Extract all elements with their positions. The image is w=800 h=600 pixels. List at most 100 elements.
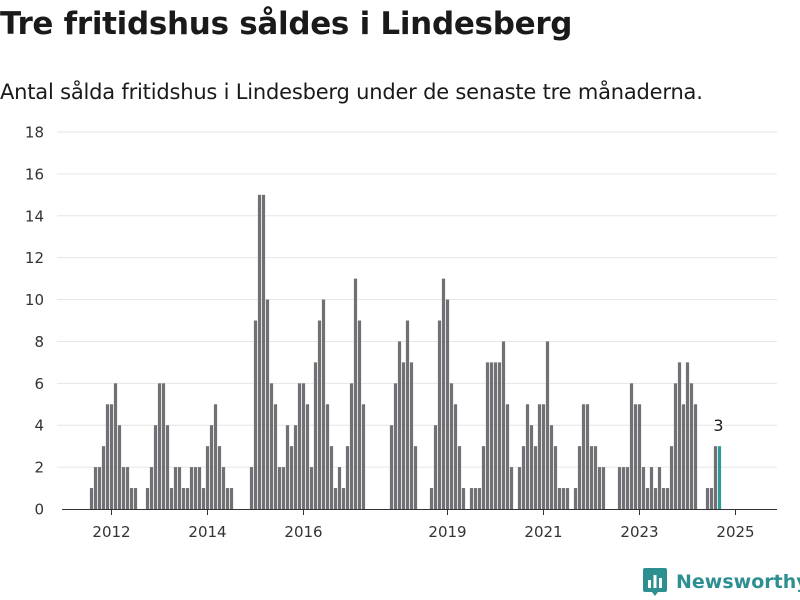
newsworthy-logo-icon bbox=[643, 568, 667, 596]
bar bbox=[101, 446, 106, 509]
bar bbox=[597, 467, 602, 509]
bar bbox=[561, 488, 566, 509]
bar bbox=[133, 488, 138, 509]
bar bbox=[345, 446, 350, 509]
brand-name: Newsworthy bbox=[676, 571, 800, 593]
bar bbox=[145, 488, 150, 509]
bar bbox=[709, 488, 714, 509]
bar bbox=[325, 404, 330, 509]
bar bbox=[645, 488, 650, 509]
bar bbox=[669, 446, 674, 509]
bar bbox=[649, 467, 654, 509]
y-tick-label: 0 bbox=[34, 501, 44, 519]
bar bbox=[713, 446, 718, 509]
x-tick-label: 2016 bbox=[284, 523, 322, 541]
bar bbox=[641, 467, 646, 509]
data-labels: 3 bbox=[713, 416, 723, 435]
bar bbox=[621, 467, 626, 509]
bar bbox=[529, 425, 534, 509]
bar-latest bbox=[717, 446, 722, 509]
y-tick-label: 14 bbox=[25, 207, 44, 225]
bar bbox=[521, 446, 526, 509]
bar bbox=[217, 446, 222, 509]
x-tick-label: 2014 bbox=[188, 523, 226, 541]
bar bbox=[221, 467, 226, 509]
bar bbox=[153, 425, 158, 509]
bar bbox=[445, 299, 450, 509]
axes: 0 2 4 6 8 10 12 14 16 18 2012 2014 2016 2019 2021 2023 2… bbox=[25, 124, 777, 541]
bar bbox=[401, 362, 406, 509]
bar bbox=[533, 446, 538, 509]
y-tick-label: 16 bbox=[25, 165, 44, 183]
bar bbox=[509, 467, 514, 509]
bar bbox=[161, 383, 166, 509]
bar bbox=[525, 404, 530, 509]
x-tick-label: 2025 bbox=[716, 523, 754, 541]
bar bbox=[205, 446, 210, 509]
bar bbox=[505, 404, 510, 509]
bar bbox=[409, 362, 414, 509]
bar bbox=[357, 320, 362, 509]
bar bbox=[93, 467, 98, 509]
bar bbox=[673, 383, 678, 509]
bar bbox=[481, 446, 486, 509]
bar bbox=[501, 341, 506, 509]
bar bbox=[321, 299, 326, 509]
bar bbox=[637, 404, 642, 509]
y-tick-label: 4 bbox=[34, 417, 44, 435]
bar bbox=[601, 467, 606, 509]
bar bbox=[397, 341, 402, 509]
bar bbox=[589, 446, 594, 509]
bar bbox=[213, 404, 218, 509]
bar bbox=[681, 404, 686, 509]
bar bbox=[437, 320, 442, 509]
brand: Newsworthy bbox=[643, 568, 800, 596]
bar bbox=[633, 404, 638, 509]
bar bbox=[193, 467, 198, 509]
bar bbox=[457, 446, 462, 509]
bar bbox=[393, 383, 398, 509]
bar bbox=[413, 446, 418, 509]
bar bbox=[657, 467, 662, 509]
bar bbox=[541, 404, 546, 509]
bar bbox=[113, 383, 118, 509]
bar bbox=[361, 404, 366, 509]
bar bbox=[389, 425, 394, 509]
chart-subtitle: Antal sålda fritidshus i Lindesberg unde… bbox=[0, 80, 703, 104]
bar bbox=[89, 488, 94, 509]
bar bbox=[557, 488, 562, 509]
y-tick-label: 6 bbox=[34, 375, 44, 393]
bar bbox=[125, 467, 130, 509]
bar bbox=[329, 446, 334, 509]
bar bbox=[177, 467, 182, 509]
bar bbox=[433, 425, 438, 509]
y-tick-label: 2 bbox=[34, 459, 44, 477]
bar bbox=[469, 488, 474, 509]
bar bbox=[617, 467, 622, 509]
bar bbox=[297, 383, 302, 509]
bar bbox=[585, 404, 590, 509]
chart-title: Tre fritidshus såldes i Lindesberg bbox=[0, 6, 573, 42]
bar bbox=[453, 404, 458, 509]
bar bbox=[189, 467, 194, 509]
bar bbox=[581, 404, 586, 509]
bar bbox=[293, 425, 298, 509]
bar bbox=[277, 467, 282, 509]
x-tick-label: 2023 bbox=[620, 523, 658, 541]
bar bbox=[309, 467, 314, 509]
bar bbox=[493, 362, 498, 509]
bar bbox=[97, 467, 102, 509]
bar bbox=[225, 488, 230, 509]
bar bbox=[209, 425, 214, 509]
bar bbox=[689, 383, 694, 509]
bar bbox=[489, 362, 494, 509]
bar bbox=[573, 488, 578, 509]
bar bbox=[545, 341, 550, 509]
y-tick-label: 18 bbox=[25, 124, 44, 142]
bar bbox=[625, 467, 630, 509]
bar bbox=[497, 362, 502, 509]
bar bbox=[173, 467, 178, 509]
bar bbox=[565, 488, 570, 509]
bar bbox=[653, 488, 658, 509]
bar bbox=[341, 488, 346, 509]
